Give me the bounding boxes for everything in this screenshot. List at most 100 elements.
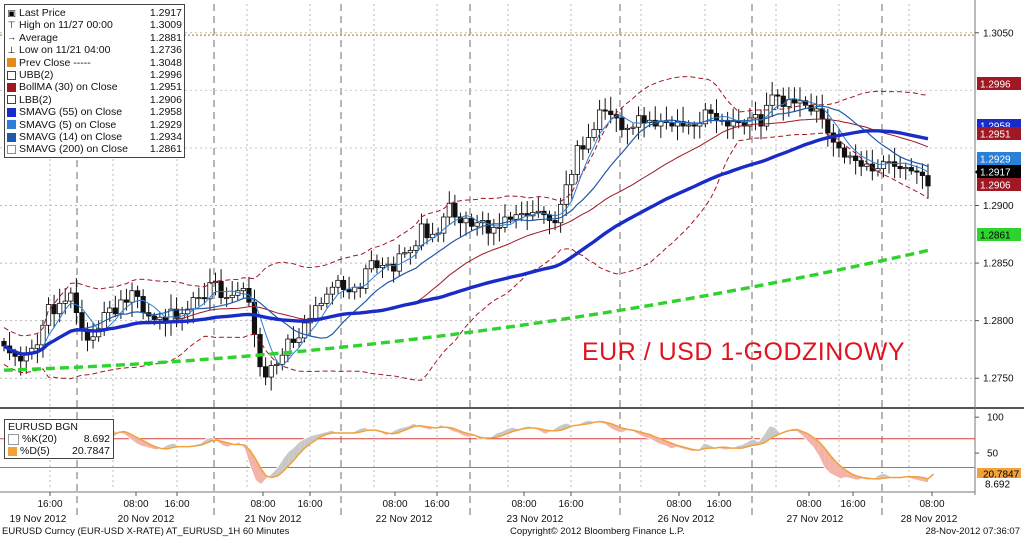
candle-body bbox=[290, 338, 297, 343]
x-date-label: 21 Nov 2012 bbox=[245, 514, 302, 525]
stochastic-band-segment bbox=[736, 444, 743, 449]
legend-value: 1.2736 bbox=[149, 44, 182, 57]
candle-body bbox=[908, 167, 914, 172]
legend-label: High on 11/27 00:00 bbox=[19, 19, 113, 32]
right-value-label-bg bbox=[977, 127, 1021, 140]
candle-body bbox=[240, 288, 246, 292]
legend-row: SMAVG (200) on Close 1.2861 bbox=[7, 143, 182, 155]
x-date-label: 27 Nov 2012 bbox=[787, 514, 844, 525]
stoch-right-value-label-text: 20.7847 bbox=[983, 470, 1020, 481]
square-icon bbox=[7, 107, 16, 117]
candle-body bbox=[702, 109, 708, 125]
legend-label: BollMA (30) on Close bbox=[19, 81, 118, 94]
right-value-label-text: 1.2929 bbox=[980, 155, 1011, 166]
stochastic-band-segment bbox=[255, 458, 261, 485]
candle-body bbox=[441, 216, 447, 234]
x-date-label: 22 Nov 2012 bbox=[376, 514, 433, 525]
candle-body bbox=[51, 304, 57, 315]
stoch-right-value-label-bg bbox=[977, 478, 1021, 490]
stochastic-k-line bbox=[3, 419, 929, 486]
stochastic-band-segment bbox=[764, 425, 770, 443]
right-value-label-text: 1.2917 bbox=[980, 168, 1011, 179]
x-date-label: 23 Nov 2012 bbox=[507, 514, 564, 525]
legend-row: ⊥ Low on 11/21 04:00 1.2736 bbox=[7, 44, 182, 56]
candles-group bbox=[1, 82, 931, 391]
y-tick-label: 1.2800 bbox=[983, 316, 1014, 327]
stochastic-d-line bbox=[3, 420, 934, 480]
candle-body bbox=[368, 260, 374, 270]
stochastic-legend-label: %D(5) bbox=[20, 445, 50, 457]
square-icon bbox=[7, 58, 16, 68]
x-tick-label: 08:00 bbox=[123, 499, 148, 510]
candle-body bbox=[263, 366, 269, 378]
candle-body bbox=[301, 322, 308, 339]
y-tick-label: 1.3050 bbox=[983, 28, 1014, 39]
candle-body bbox=[196, 297, 202, 300]
legend-value: 1.2917 bbox=[149, 7, 182, 19]
candle-body bbox=[18, 355, 24, 362]
candle-body bbox=[864, 163, 870, 167]
legend-row: BollMA (30) on Close 1.2951 bbox=[7, 81, 182, 93]
candle-body bbox=[825, 118, 831, 134]
candle-body bbox=[602, 109, 608, 112]
sma55-line bbox=[3, 129, 929, 356]
legend-value: 1.2929 bbox=[149, 118, 182, 131]
candle-body bbox=[446, 202, 452, 218]
right-value-label-bg bbox=[977, 152, 1021, 165]
legend-row: Prev Close ----- 1.3048 bbox=[7, 57, 182, 69]
square-outline-icon bbox=[7, 144, 16, 154]
x-tick-label: 08:00 bbox=[382, 499, 407, 510]
candle-body bbox=[218, 281, 224, 299]
legend-value: 1.2934 bbox=[149, 130, 182, 143]
stochastic-legend-value: 20.7847 bbox=[72, 445, 110, 457]
candle-body bbox=[780, 95, 786, 107]
right-value-label-bg bbox=[977, 178, 1021, 191]
legend-row: UBB(2) 1.2996 bbox=[7, 69, 182, 81]
candle-body bbox=[62, 300, 68, 304]
candle-body bbox=[413, 245, 419, 251]
legend-label: UBB(2) bbox=[19, 68, 54, 81]
candle-body bbox=[329, 286, 336, 295]
candle-body bbox=[591, 129, 597, 138]
candle-body bbox=[173, 308, 180, 319]
candle-body bbox=[858, 160, 864, 167]
sma200-line bbox=[3, 248, 929, 372]
candlestick-icon: ▣ bbox=[7, 7, 16, 18]
stochastic-legend-label: %K(20) bbox=[22, 433, 58, 445]
sma5-line bbox=[3, 98, 929, 367]
legend-value: 1.2996 bbox=[149, 68, 182, 81]
legend-row: ▣ Last Price 1.2917 bbox=[7, 7, 182, 19]
x-tick-label: 08:00 bbox=[250, 499, 275, 510]
candle-body bbox=[57, 302, 63, 315]
candle-body bbox=[229, 294, 235, 299]
candle-body bbox=[519, 213, 525, 216]
candle-body bbox=[691, 124, 697, 127]
candle-body bbox=[268, 365, 274, 378]
candle-body bbox=[596, 109, 603, 130]
legend-row: SMAVG (55) on Close 1.2958 bbox=[7, 106, 182, 118]
candle-body bbox=[569, 174, 575, 186]
candle-body bbox=[407, 250, 413, 254]
candle-body bbox=[769, 94, 775, 106]
candle-body bbox=[819, 108, 825, 120]
legend-label: SMAVG (14) on Close bbox=[19, 130, 123, 143]
y-tick-label: 1.2750 bbox=[983, 374, 1014, 385]
x-date-label: 26 Nov 2012 bbox=[658, 514, 715, 525]
candle-body bbox=[140, 296, 146, 313]
candle-body bbox=[791, 99, 798, 104]
candle-body bbox=[123, 299, 130, 303]
x-date-label: 20 Nov 2012 bbox=[118, 514, 175, 525]
candle-body bbox=[585, 137, 592, 150]
candle-body bbox=[335, 279, 341, 288]
right-value-label: 1.2996 bbox=[977, 77, 1021, 91]
legend-row: SMAVG (5) on Close 1.2929 bbox=[7, 119, 182, 131]
candle-body bbox=[374, 260, 380, 269]
right-value-label-text: 1.2861 bbox=[980, 231, 1011, 242]
legend-label: LBB(2) bbox=[19, 93, 52, 106]
candle-body bbox=[274, 363, 280, 366]
candle-body bbox=[129, 290, 135, 303]
candle-body bbox=[491, 226, 497, 234]
x-tick-label: 08:00 bbox=[511, 499, 536, 510]
stochastic-band-segment bbox=[556, 424, 562, 431]
chart-footer: EURUSD Curncy (EUR-USD X-RATE) AT_EURUSD… bbox=[0, 526, 1024, 539]
